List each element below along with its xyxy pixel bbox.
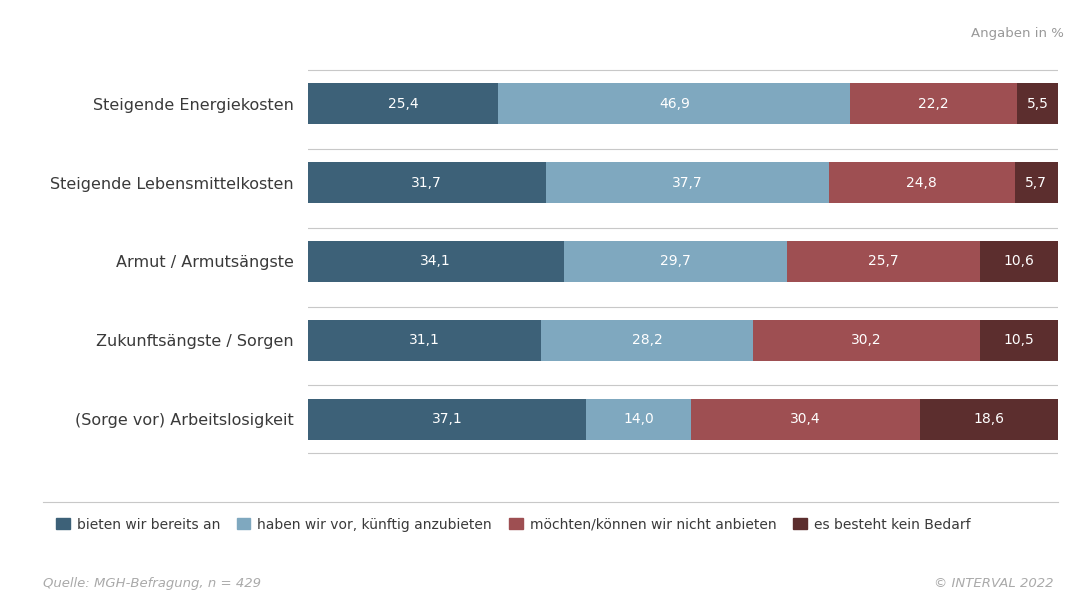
Text: 22,2: 22,2 xyxy=(918,97,949,111)
Bar xyxy=(980,320,1058,361)
Text: 29,7: 29,7 xyxy=(660,254,690,269)
Bar xyxy=(308,83,499,124)
Bar xyxy=(499,83,850,124)
Text: Quelle: MGH-Befragung, n = 429: Quelle: MGH-Befragung, n = 429 xyxy=(43,577,261,590)
Text: 18,6: 18,6 xyxy=(974,412,1004,426)
Bar xyxy=(586,399,691,440)
Bar xyxy=(1015,162,1057,203)
Bar xyxy=(691,399,919,440)
Text: 28,2: 28,2 xyxy=(632,333,662,347)
Bar xyxy=(308,399,586,440)
Bar xyxy=(564,241,786,282)
Bar xyxy=(545,162,828,203)
Text: Angaben in %: Angaben in % xyxy=(971,27,1064,40)
Text: 25,7: 25,7 xyxy=(868,254,899,269)
Bar xyxy=(308,241,564,282)
Bar xyxy=(308,320,541,361)
Bar xyxy=(308,162,545,203)
Bar xyxy=(980,241,1059,282)
Text: 34,1: 34,1 xyxy=(420,254,451,269)
Text: 37,1: 37,1 xyxy=(432,412,462,426)
Text: 37,7: 37,7 xyxy=(672,176,703,190)
Bar xyxy=(1017,83,1058,124)
Text: 14,0: 14,0 xyxy=(623,412,654,426)
Text: © INTERVAL 2022: © INTERVAL 2022 xyxy=(933,577,1053,590)
Text: 10,5: 10,5 xyxy=(1003,333,1035,347)
Text: 46,9: 46,9 xyxy=(659,97,690,111)
Bar xyxy=(828,162,1015,203)
Legend: bieten wir bereits an, haben wir vor, künftig anzubieten, möchten/können wir nic: bieten wir bereits an, haben wir vor, kü… xyxy=(50,512,976,537)
Text: 30,2: 30,2 xyxy=(851,333,881,347)
Bar xyxy=(786,241,980,282)
Bar xyxy=(753,320,980,361)
Text: 5,7: 5,7 xyxy=(1025,176,1048,190)
Bar xyxy=(919,399,1059,440)
Bar xyxy=(850,83,1017,124)
Text: 31,1: 31,1 xyxy=(409,333,440,347)
Text: 5,5: 5,5 xyxy=(1027,97,1049,111)
Bar xyxy=(541,320,753,361)
Text: 24,8: 24,8 xyxy=(906,176,937,190)
Text: 31,7: 31,7 xyxy=(411,176,442,190)
Text: 10,6: 10,6 xyxy=(1004,254,1035,269)
Text: 25,4: 25,4 xyxy=(388,97,418,111)
Text: 30,4: 30,4 xyxy=(791,412,821,426)
